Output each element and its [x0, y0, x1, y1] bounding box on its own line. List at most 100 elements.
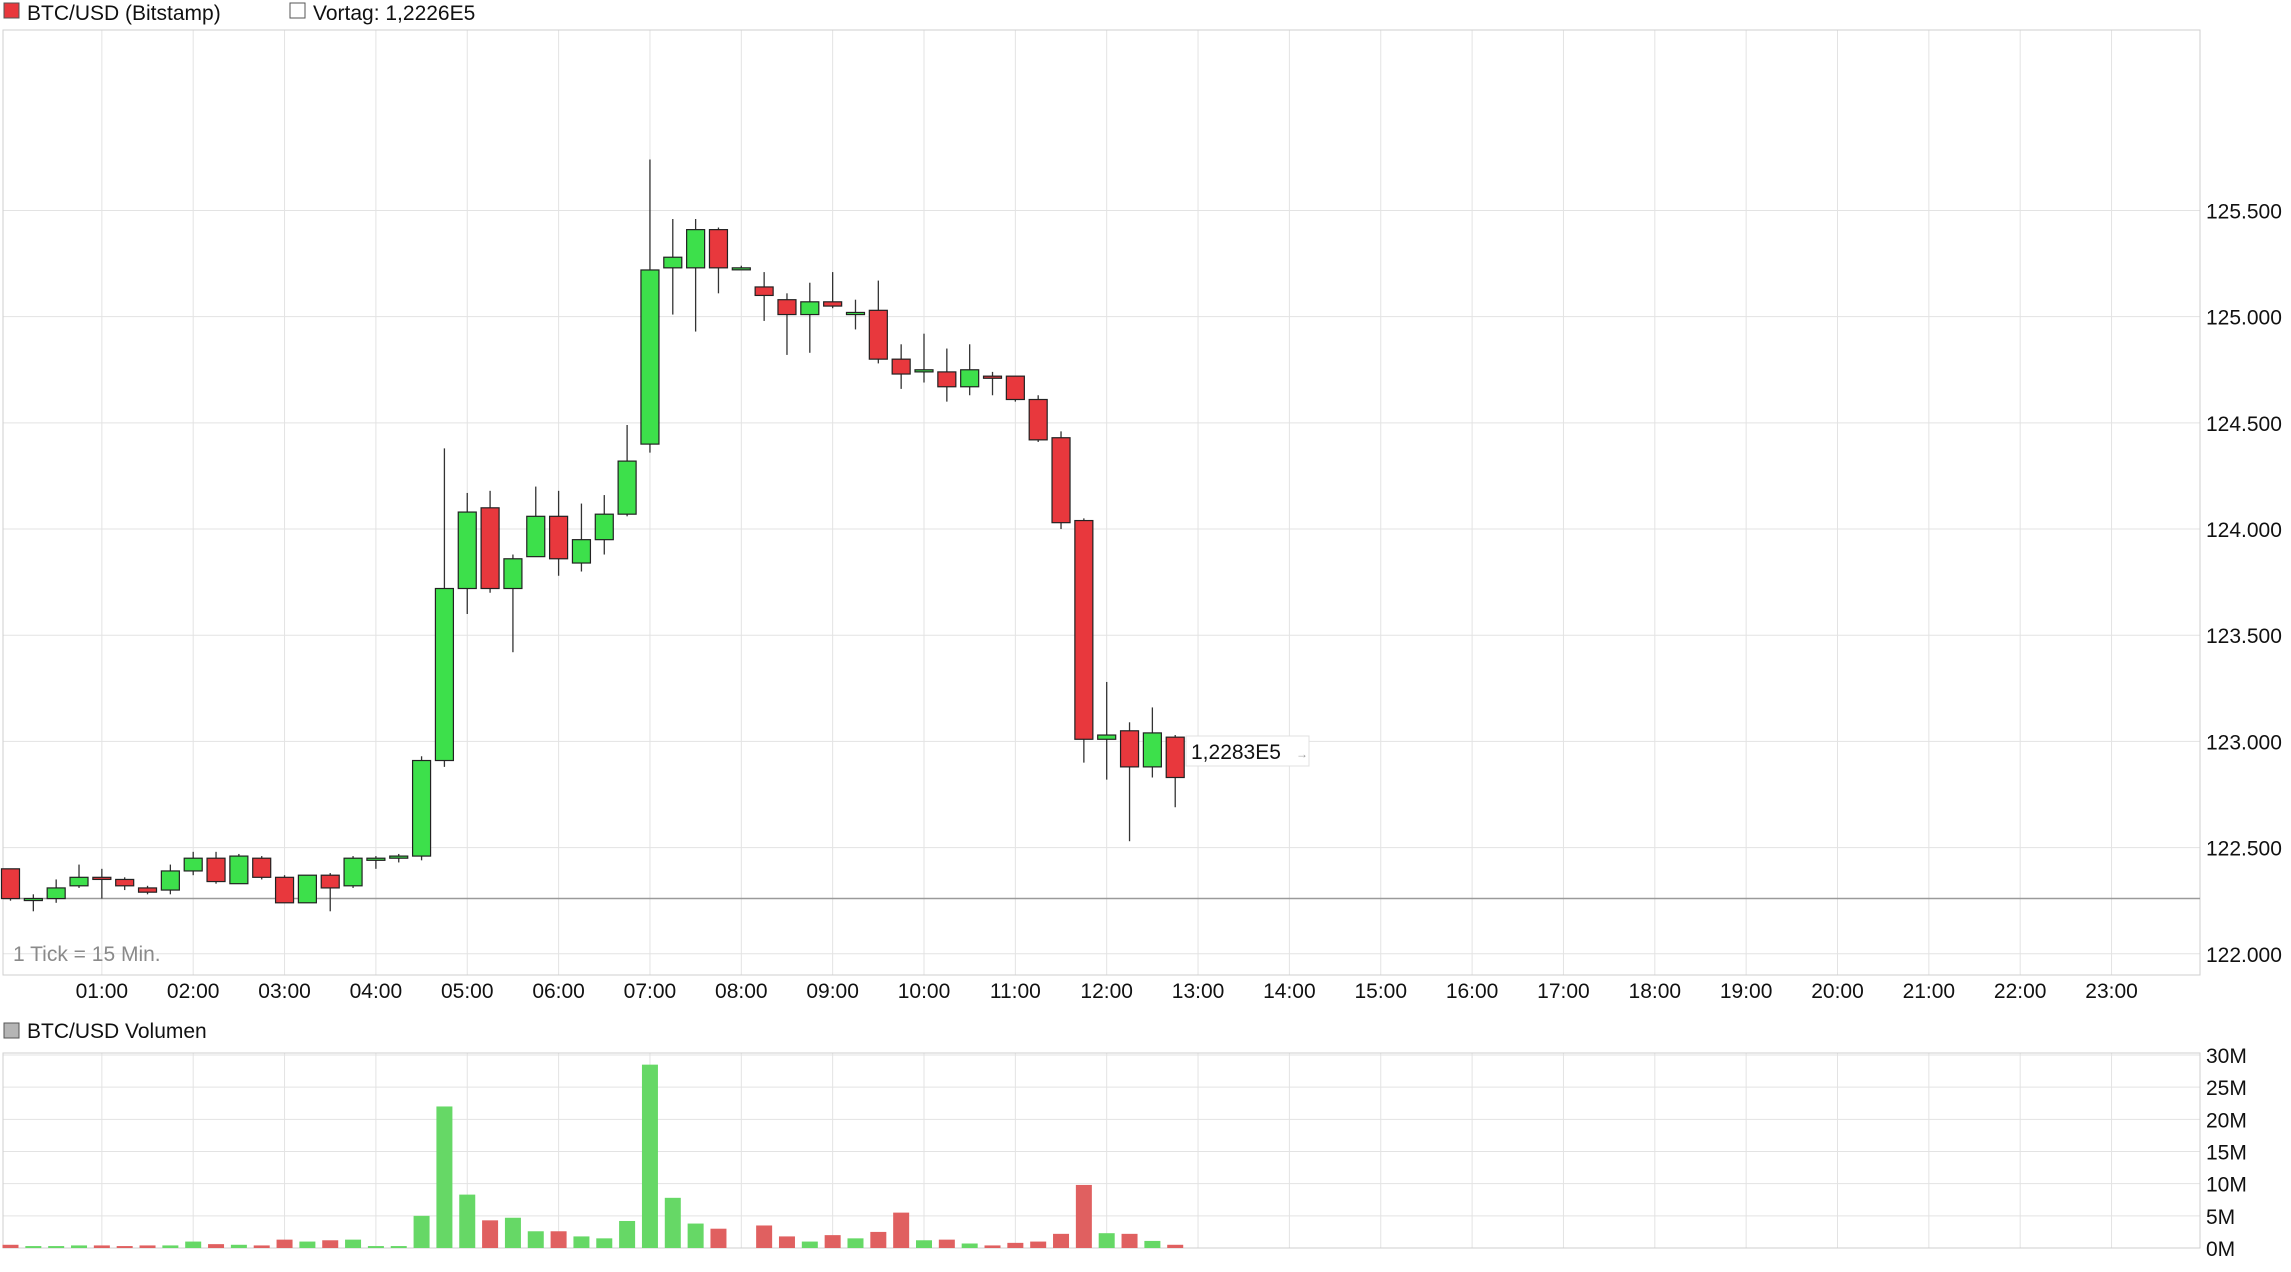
volume-bar [847, 1238, 864, 1248]
candle-body-up [457, 511, 477, 590]
last-price-box [1185, 735, 1310, 767]
volume-bar [253, 1245, 270, 1248]
volume-axis: 30M 25M 20M 15M 10M 5M 0M [2206, 1045, 2247, 1261]
candle [206, 851, 226, 884]
price-panel: 125.500 125.000 124.500 124.000 123.500 123.0… [0, 29, 2282, 1003]
candle-body-up [23, 897, 43, 902]
candle-body-down [1119, 730, 1140, 768]
candle-body-down [548, 515, 569, 560]
time-tick-label: 10:00 [898, 980, 951, 1003]
volume-bar [459, 1194, 476, 1248]
price-frame [2, 29, 2201, 976]
volume-bar [2, 1244, 19, 1248]
candle-body-up [617, 460, 637, 515]
price-axis: 125.500 125.000 124.500 124.000 123.500 123.0… [2206, 201, 2282, 967]
volume-bar [1007, 1242, 1024, 1248]
candle [1097, 681, 1117, 780]
volume-bar [345, 1239, 362, 1248]
series-swatch [3, 2, 20, 19]
time-tick-label: 14:00 [1263, 980, 1316, 1003]
candle [1051, 431, 1071, 530]
volume-bar [504, 1217, 521, 1248]
last-price-tag: 1,2283E5 → [1185, 735, 1310, 767]
volume-bar [482, 1220, 499, 1248]
candle-body-down [137, 887, 158, 893]
volume-label: BTC/USD Volumen [27, 1020, 207, 1043]
time-tick-label: 06:00 [532, 980, 585, 1003]
candle [92, 868, 112, 899]
time-tick-label: 09:00 [806, 980, 859, 1003]
candle-body-down [777, 299, 797, 316]
candle-body-up [800, 301, 820, 316]
price-tick-label: 125.000 [2206, 307, 2282, 330]
candle [960, 344, 980, 396]
candle-body-up [663, 256, 683, 269]
candle [23, 894, 43, 912]
volume-bar [390, 1246, 407, 1248]
candle [1074, 518, 1094, 763]
candle [982, 371, 1003, 396]
candle-body-down [1051, 437, 1071, 524]
candle-body-down [1074, 519, 1094, 740]
time-tick-label: 13:00 [1172, 980, 1225, 1003]
candle-body-up [571, 539, 592, 564]
candle [434, 448, 455, 767]
candle [1005, 375, 1025, 402]
candle-body-up [640, 269, 660, 445]
candle-body-down [982, 375, 1003, 379]
time-tick-label: 21:00 [1903, 980, 1956, 1003]
candle [0, 868, 21, 901]
volume-frame [2, 1052, 2201, 1249]
candle [1142, 707, 1162, 778]
volume-bar [801, 1241, 818, 1248]
volume-bar [299, 1241, 316, 1248]
candle-body-up [914, 369, 934, 373]
candle [891, 344, 911, 389]
prev-close-label: Vortag: 1,2226E5 [313, 2, 475, 25]
candle-body-down [252, 857, 272, 878]
price-tick-label: 124.500 [2206, 413, 2282, 436]
time-tick-label: 19:00 [1720, 980, 1773, 1003]
time-tick-label: 16:00 [1446, 980, 1499, 1003]
volume-bar [93, 1245, 110, 1248]
last-price-arrow-icon: → [1296, 747, 1308, 761]
volume-bar [116, 1246, 133, 1248]
candle [548, 490, 569, 576]
volume-bar [436, 1106, 453, 1248]
candle-body-down [274, 876, 295, 904]
candles [0, 159, 1185, 912]
candle [594, 495, 614, 555]
candle-body-up [960, 369, 980, 388]
candle-body-up [389, 855, 409, 859]
volume-bar [596, 1238, 613, 1248]
volume-bar [893, 1212, 910, 1248]
candle-body-up [526, 515, 546, 558]
candle-body-up [183, 857, 203, 872]
volume-bar [870, 1231, 887, 1248]
prev-close-swatch [289, 2, 306, 19]
volume-bar [573, 1236, 590, 1248]
candle [320, 873, 340, 912]
candle-body-down [115, 878, 135, 887]
candle-body-up [160, 870, 180, 891]
candle [686, 219, 706, 332]
volume-tick-label: 0M [2206, 1238, 2235, 1261]
candle-body-up [594, 513, 614, 541]
series-label: BTC/USD (Bitstamp) [27, 2, 221, 25]
candle [411, 756, 432, 861]
volume-bar [413, 1215, 430, 1248]
candle [663, 219, 683, 315]
time-axis: 01:00 02:00 03:00 04:00 05:00 06:00 07:00 08:00… [76, 980, 2138, 1003]
price-legend: BTC/USD (Bitstamp) Vortag: 1,2226E5 [3, 2, 475, 25]
volume-legend: BTC/USD Volumen [3, 1020, 207, 1043]
candle [1028, 395, 1048, 442]
candle-body-up [297, 874, 317, 904]
candle [617, 424, 637, 517]
volume-bar [1144, 1240, 1161, 1248]
price-tick-label: 123.500 [2206, 625, 2282, 648]
candle [823, 272, 843, 309]
candle [183, 851, 203, 876]
candle [115, 877, 135, 891]
volume-tick-label: 20M [2206, 1109, 2247, 1132]
volume-bar [1098, 1233, 1115, 1248]
